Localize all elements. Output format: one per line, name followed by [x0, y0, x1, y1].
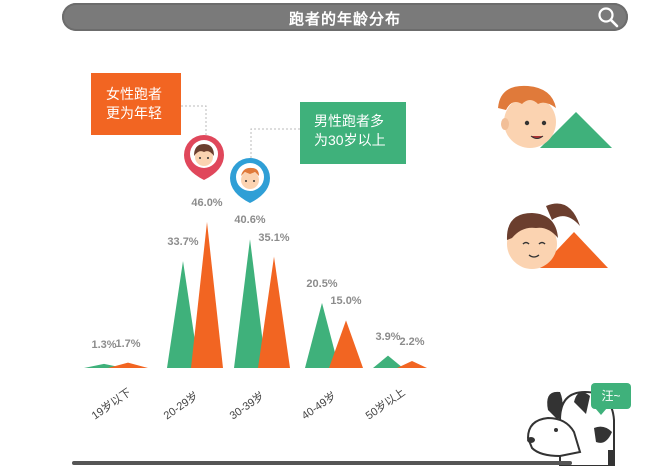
female-pin-icon	[184, 135, 224, 180]
bottom-divider	[72, 461, 572, 465]
chart-peak-male-2	[234, 239, 266, 368]
dog-speech-bubble: 汪~	[591, 383, 631, 415]
chart-peak-female-0	[108, 362, 148, 368]
data-label-male-2: 40.6%	[234, 214, 266, 227]
female-callout: 女性跑者 更为年轻	[91, 73, 181, 135]
data-label-male-3: 20.5%	[306, 277, 338, 290]
search-icon[interactable]	[596, 6, 620, 28]
chart-peak-female-3	[329, 320, 363, 368]
male-connector	[250, 128, 300, 158]
chart-peak-male-1	[167, 261, 199, 368]
header-bar: 跑者的年龄分布	[62, 3, 628, 31]
male-callout-line-1: 男性跑者多	[314, 113, 384, 129]
page-title: 跑者的年龄分布	[288, 11, 401, 28]
chart-peak-female-2	[258, 256, 290, 368]
male-callout: 男性跑者多 为30岁以上	[300, 102, 406, 164]
female-connector	[181, 105, 207, 135]
chart-peak-male-3	[305, 302, 339, 368]
female-face-icon	[506, 203, 608, 269]
female-callout-line-2: 更为年轻	[106, 105, 162, 121]
data-label-male-1: 33.7%	[167, 236, 199, 249]
male-callout-line-2: 为30岁以上	[314, 132, 386, 148]
data-label-female-0: 1.7%	[115, 337, 141, 350]
chart-peak-female-1	[191, 222, 223, 368]
chart-peak-female-4	[397, 361, 427, 368]
chart-peak-male-4	[373, 355, 403, 368]
female-callout-line-1: 女性跑者	[106, 86, 162, 102]
data-label-female-1: 46.0%	[191, 197, 223, 209]
data-label-female-4: 2.2%	[399, 336, 425, 349]
data-label-male-4: 3.9%	[375, 330, 401, 343]
male-face-icon	[498, 85, 612, 148]
data-label-female-3: 15.0%	[330, 295, 362, 308]
data-label-female-2: 35.1%	[258, 231, 290, 244]
data-label-male-0: 1.3%	[91, 338, 117, 351]
male-pin-icon	[230, 158, 270, 203]
